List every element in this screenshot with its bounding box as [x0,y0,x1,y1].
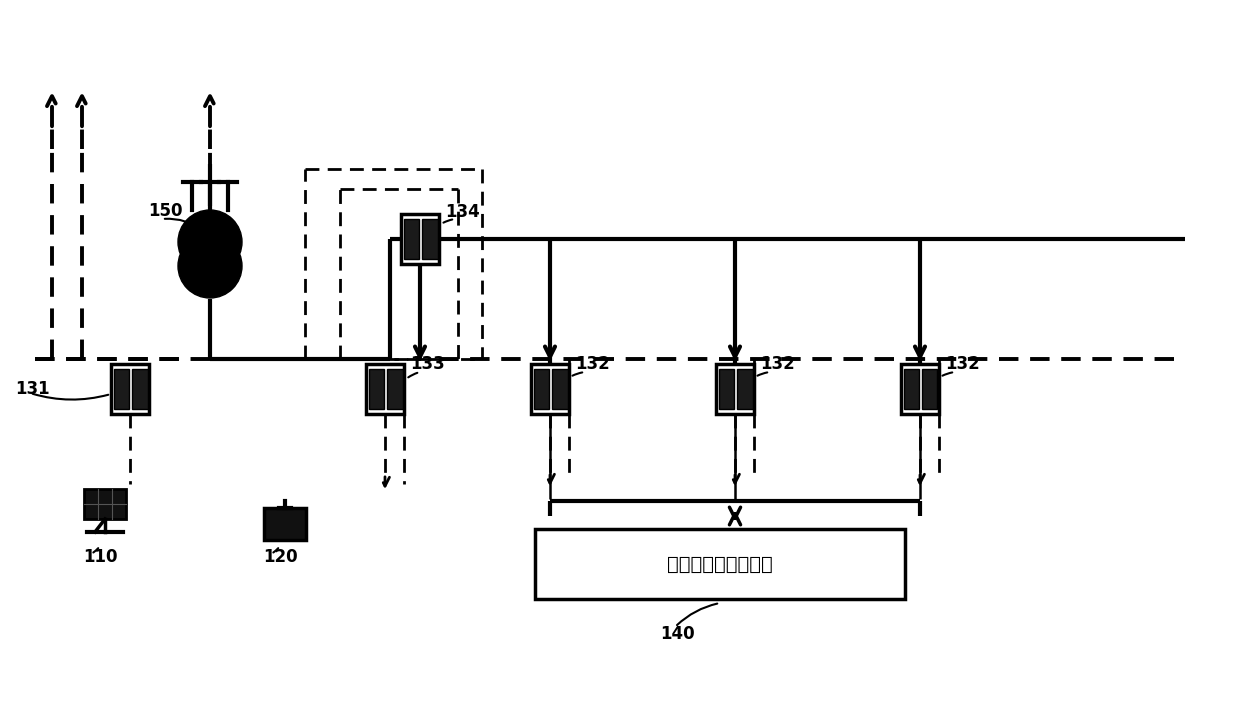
FancyBboxPatch shape [534,529,905,599]
FancyBboxPatch shape [923,369,937,409]
FancyBboxPatch shape [533,369,549,409]
Text: 134: 134 [445,203,480,221]
FancyBboxPatch shape [403,219,419,259]
FancyBboxPatch shape [737,369,753,409]
Text: 110: 110 [83,548,118,566]
FancyBboxPatch shape [904,369,919,409]
Text: 133: 133 [410,355,445,373]
FancyBboxPatch shape [368,369,384,409]
Text: 131: 131 [15,380,50,398]
FancyBboxPatch shape [366,364,404,414]
Text: 132: 132 [760,355,795,373]
FancyBboxPatch shape [131,369,148,409]
Text: 132: 132 [575,355,610,373]
Circle shape [179,210,242,274]
FancyBboxPatch shape [84,489,126,519]
FancyBboxPatch shape [264,508,306,540]
Text: 140: 140 [660,625,694,643]
FancyBboxPatch shape [531,364,569,414]
Text: 120: 120 [263,548,298,566]
FancyBboxPatch shape [387,369,403,409]
Text: 132: 132 [945,355,980,373]
FancyBboxPatch shape [552,369,568,409]
FancyBboxPatch shape [401,214,439,264]
Circle shape [179,234,242,298]
FancyBboxPatch shape [112,364,149,414]
FancyBboxPatch shape [422,219,438,259]
Text: 150: 150 [148,202,182,220]
FancyBboxPatch shape [901,364,939,414]
FancyBboxPatch shape [718,369,734,409]
Text: 电力用户群选定单元: 电力用户群选定单元 [667,555,773,574]
FancyBboxPatch shape [715,364,754,414]
FancyBboxPatch shape [114,369,129,409]
